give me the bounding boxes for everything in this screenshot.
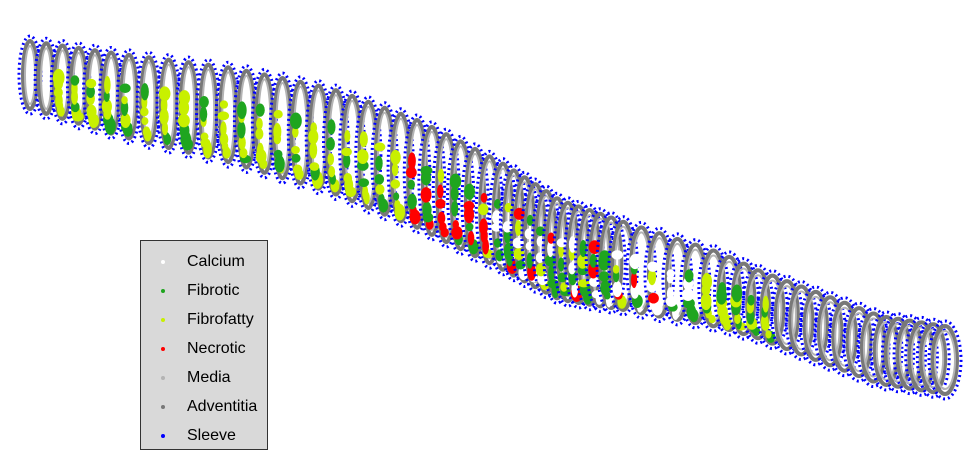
ring-segment <box>584 207 616 313</box>
ring-segment <box>431 127 461 249</box>
ring-segment <box>304 79 333 196</box>
ring-segment <box>155 53 182 155</box>
legend-label-calcium: Calcium <box>187 252 245 270</box>
vessel-rings <box>17 34 963 401</box>
ring-segment <box>927 319 963 401</box>
media-marker-icon <box>161 375 165 380</box>
legend-item-fibrotic: Fibrotic <box>141 276 267 305</box>
fibrotic-marker-icon <box>161 288 165 293</box>
legend-item-fibrofatty: Fibrofatty <box>141 305 267 334</box>
calcium-marker-icon <box>161 259 165 264</box>
legend: Calcium Fibrotic Fibrofatty Necrotic Med… <box>140 240 268 450</box>
ring-segment <box>509 170 540 288</box>
ring-segment <box>595 211 627 315</box>
ring-segment <box>531 184 562 300</box>
ring-segment <box>175 55 202 160</box>
legend-item-adventitia: Adventitia <box>141 392 267 421</box>
ring-segment <box>135 50 162 150</box>
necrotic-marker-icon <box>161 346 165 351</box>
legend-label-fibrotic: Fibrotic <box>187 281 240 299</box>
ring-segment <box>799 285 833 367</box>
legend-label-adventitia: Adventitia <box>187 397 258 415</box>
ring-segment <box>195 58 222 164</box>
ring-segment <box>915 317 951 399</box>
legend-label-media: Media <box>187 368 231 386</box>
legend-item-sleeve: Sleeve <box>141 421 267 450</box>
legend-item-media: Media <box>141 363 267 392</box>
ring-segment <box>552 196 584 308</box>
legend-label-sleeve: Sleeve <box>187 426 236 444</box>
legend-label-necrotic: Necrotic <box>187 339 246 357</box>
legend-item-calcium: Calcium <box>141 247 267 276</box>
legend-item-necrotic: Necrotic <box>141 334 267 363</box>
ring-segment <box>322 83 350 201</box>
legend-label-fibrofatty: Fibrofatty <box>187 310 254 328</box>
adventitia-marker-icon <box>161 404 165 409</box>
sleeve-marker-icon <box>161 433 165 438</box>
fibrofatty-marker-icon <box>161 317 165 322</box>
ring-segment <box>65 41 92 131</box>
